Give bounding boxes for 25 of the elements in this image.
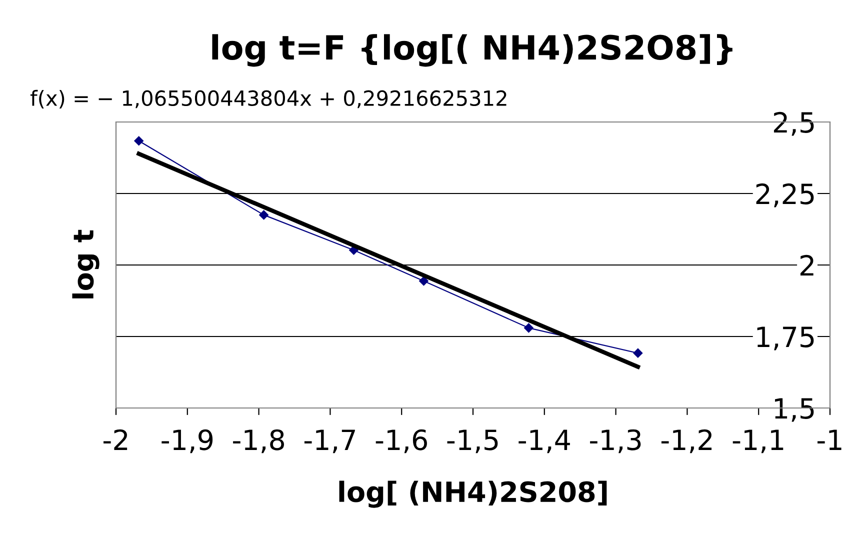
x-tick-label: -1,6 xyxy=(376,429,427,454)
x-tick-label: -1,8 xyxy=(233,429,284,454)
x-axis-title: log[ (NH4)2S208] xyxy=(339,480,607,508)
point xyxy=(419,276,428,286)
x-tick-label: -1 xyxy=(818,430,842,450)
chart-title: log t=F {log[( NH4)2S2O8]} xyxy=(212,34,732,67)
point xyxy=(134,136,144,146)
y-axis-title: log t xyxy=(72,230,100,298)
x-tick-label: -1,3 xyxy=(590,429,641,454)
x-tick-label: -1,5 xyxy=(447,430,498,454)
point xyxy=(259,210,268,220)
y-tick-label: 1,75 xyxy=(757,326,814,350)
x-tick-label: -1,1 xyxy=(732,430,784,454)
x-tick-label: -1,9 xyxy=(162,429,213,454)
y-tick-label: 2 xyxy=(800,254,814,276)
x-tick-label: -1,7 xyxy=(304,430,355,454)
text: f(x) = − 1,065500443804x + 0,29216625312 xyxy=(30,90,506,108)
x-tick-label: -2 xyxy=(104,429,128,450)
y-tick-label: 2,5 xyxy=(774,112,814,136)
y-tick-label: 2,25 xyxy=(756,183,814,208)
point xyxy=(524,323,534,333)
y-tick-label: 1,5 xyxy=(774,398,814,422)
x-tick-label: -1,2 xyxy=(661,429,712,454)
x-tick-label: -1,4 xyxy=(518,430,570,454)
point xyxy=(633,348,643,358)
